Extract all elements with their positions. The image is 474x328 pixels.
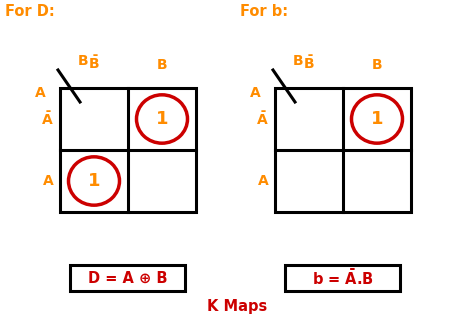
Text: $\mathbf{\bar{B}}$: $\mathbf{\bar{B}}$ — [88, 54, 100, 72]
Text: B: B — [78, 54, 89, 68]
Text: b = $\mathbf{\bar{A}}$.B: b = $\mathbf{\bar{A}}$.B — [312, 268, 374, 288]
Text: A: A — [43, 174, 54, 188]
Text: A: A — [258, 174, 269, 188]
Text: A: A — [35, 86, 46, 100]
Text: $\mathbf{\bar{B}}$: $\mathbf{\bar{B}}$ — [303, 54, 315, 72]
Bar — [71, 265, 185, 291]
Text: For b:: For b: — [240, 4, 288, 19]
Text: B: B — [157, 58, 167, 72]
Bar — [285, 265, 401, 291]
Bar — [275, 88, 411, 212]
Text: B: B — [293, 54, 304, 68]
Ellipse shape — [137, 95, 188, 143]
Ellipse shape — [352, 95, 402, 143]
Text: For D:: For D: — [5, 4, 55, 19]
Text: 1: 1 — [88, 172, 100, 190]
Bar — [60, 88, 196, 212]
Text: D = A ⊕ B: D = A ⊕ B — [88, 271, 168, 285]
Text: 1: 1 — [371, 110, 383, 128]
Text: 1: 1 — [156, 110, 168, 128]
Text: A: A — [250, 86, 261, 100]
Text: K Maps: K Maps — [207, 299, 267, 314]
Text: $\mathbf{\bar{A}}$: $\mathbf{\bar{A}}$ — [41, 110, 54, 128]
Ellipse shape — [69, 157, 119, 205]
Text: $\mathbf{\bar{A}}$: $\mathbf{\bar{A}}$ — [256, 110, 269, 128]
Text: B: B — [372, 58, 383, 72]
